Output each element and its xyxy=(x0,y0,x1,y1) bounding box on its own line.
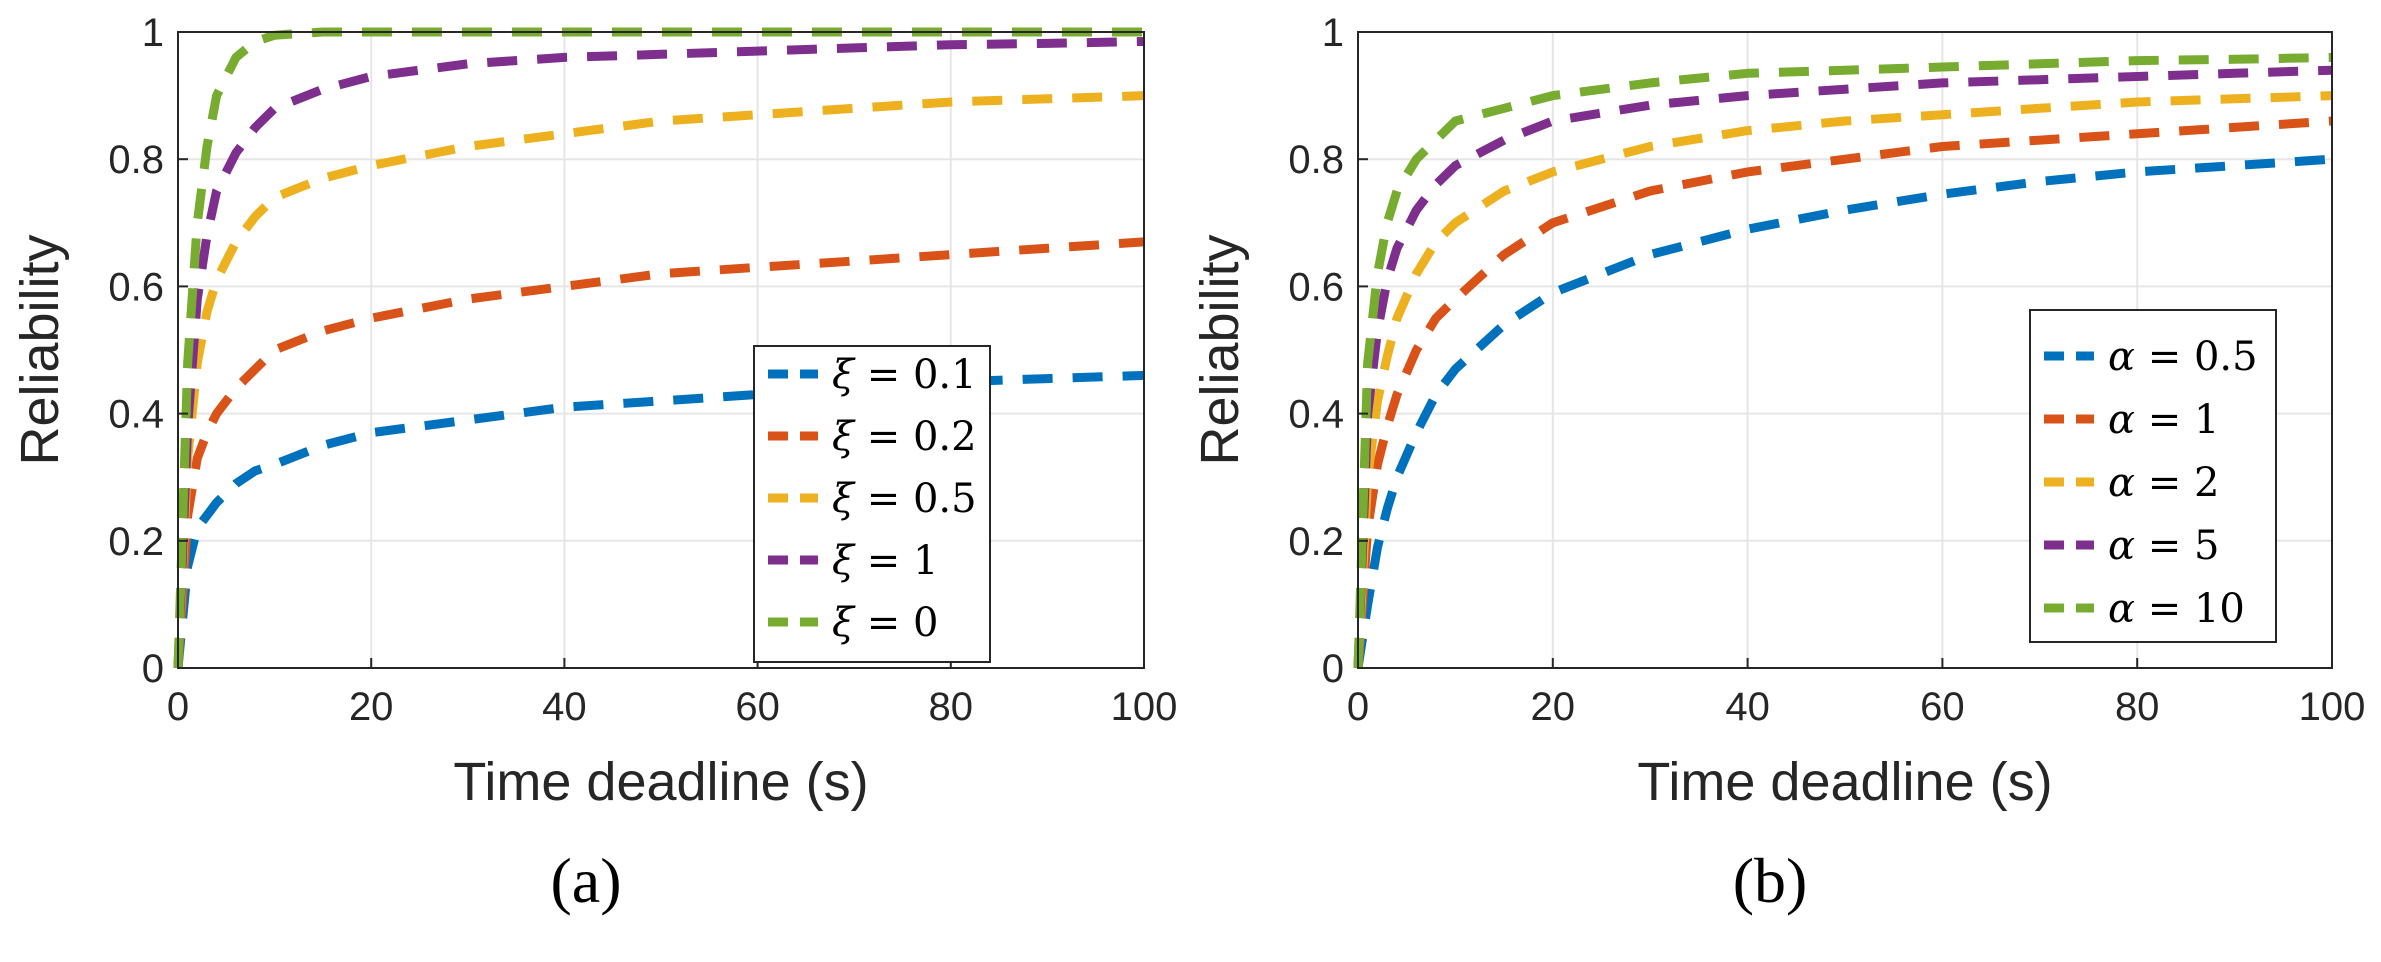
legend-symbol: α xyxy=(2108,460,2135,506)
legend-symbol: ξ xyxy=(832,476,856,522)
x-axis-label: Time deadline (s) xyxy=(453,752,868,812)
legend-entry-2: α = 2 xyxy=(2108,460,2219,506)
series-line-3 xyxy=(173,37,1145,669)
y-tick-label: 0.4 xyxy=(108,393,164,437)
chart-panel-0: 0 20 40 60 80 100 0 0.2 0.4 0.6 0.8 1 Time deadline … xyxy=(10,11,1177,916)
legend-symbol: α xyxy=(2108,523,2135,569)
y-tick-label: 1 xyxy=(142,11,164,55)
series-line-2 xyxy=(1353,91,2333,669)
y-axis-label: Reliability xyxy=(1190,234,1250,465)
legend-entry-4: α = 10 xyxy=(2108,586,2245,632)
x-tick-label: 60 xyxy=(735,685,780,729)
legend-box xyxy=(753,345,991,663)
legend-value: = 0 xyxy=(854,600,938,646)
legend-symbol: ξ xyxy=(832,600,856,646)
y-tick-label: 0 xyxy=(142,647,164,691)
x-tick-label: 0 xyxy=(1347,685,1369,729)
series-line-0 xyxy=(1353,154,2333,669)
legend-value: = 0.1 xyxy=(854,352,977,398)
series-line-1 xyxy=(173,237,1145,669)
y-tick-label: 0.6 xyxy=(1288,265,1344,309)
legend-entry-0: ξ = 0.1 xyxy=(832,352,977,398)
y-tick-label: 0.2 xyxy=(1288,520,1344,564)
legend-value: = 5 xyxy=(2135,523,2219,569)
x-tick-label: 80 xyxy=(929,685,974,729)
legend-value: = 1 xyxy=(854,538,938,584)
legend-entry-2: ξ = 0.5 xyxy=(832,476,977,522)
x-tick-label: 100 xyxy=(2299,685,2366,729)
y-tick-label: 1 xyxy=(1322,11,1344,55)
x-tick-label: 60 xyxy=(1920,685,1965,729)
y-tick-label: 0.6 xyxy=(108,265,164,309)
legend-entry-1: α = 1 xyxy=(2108,397,2219,443)
series-line-0 xyxy=(173,370,1145,669)
legend-entry-3: α = 5 xyxy=(2108,523,2219,569)
legend-value: = 0.2 xyxy=(854,414,977,460)
y-tick-label: 0 xyxy=(1322,647,1344,691)
legend-symbol: ξ xyxy=(832,352,856,398)
chart-panel-1: 0 20 40 60 80 100 0 0.2 0.4 0.6 0.8 1 Time deadline … xyxy=(1190,11,2365,916)
legend-symbol: α xyxy=(2108,586,2135,632)
x-tick-label: 0 xyxy=(167,685,189,729)
y-tick-label: 0.8 xyxy=(1288,138,1344,182)
legend: ξ = 0.1ξ = 0.2ξ = 0.5ξ = 1ξ = 0 xyxy=(753,345,991,663)
legend-symbol: ξ xyxy=(832,414,856,460)
y-tick-label: 0.2 xyxy=(108,520,164,564)
axes-box xyxy=(1357,31,2333,669)
x-tick-label: 100 xyxy=(1111,685,1178,729)
y-axis-label: Reliability xyxy=(10,234,70,465)
plot-area xyxy=(178,32,1144,668)
legend-entry-1: ξ = 0.2 xyxy=(832,414,977,460)
legend-symbol: α xyxy=(2108,334,2135,380)
legend-box xyxy=(2029,309,2277,643)
y-tick-label: 0.4 xyxy=(1288,393,1344,437)
x-tick-label: 80 xyxy=(2115,685,2160,729)
y-tick-label: 0.8 xyxy=(108,138,164,182)
axes-box xyxy=(177,31,1145,669)
series-line-2 xyxy=(173,91,1145,669)
x-tick-label: 40 xyxy=(1725,685,1770,729)
panel-caption: (a) xyxy=(550,845,621,916)
legend-symbol: α xyxy=(2108,397,2135,443)
legend-symbol: ξ xyxy=(832,538,856,584)
series-line-1 xyxy=(1353,116,2333,669)
series-line-3 xyxy=(1353,65,2333,669)
legend-value: = 0.5 xyxy=(2135,334,2258,380)
legend-value: = 1 xyxy=(2135,397,2219,443)
legend-entry-3: ξ = 1 xyxy=(832,538,938,584)
legend-entry-4: ξ = 0 xyxy=(832,600,938,646)
x-axis-label: Time deadline (s) xyxy=(1637,752,2052,812)
x-tick-label: 40 xyxy=(542,685,587,729)
panel-caption: (b) xyxy=(1733,845,1808,916)
legend-entry-0: α = 0.5 xyxy=(2108,334,2258,380)
legend-value: = 2 xyxy=(2135,460,2219,506)
legend-value: = 10 xyxy=(2135,586,2245,632)
legend: α = 0.5α = 1α = 2α = 5α = 10 xyxy=(2029,309,2277,643)
series-line-4 xyxy=(1353,52,2333,669)
legend-value: = 0.5 xyxy=(854,476,977,522)
x-tick-label: 20 xyxy=(1531,685,1576,729)
x-tick-label: 20 xyxy=(349,685,394,729)
